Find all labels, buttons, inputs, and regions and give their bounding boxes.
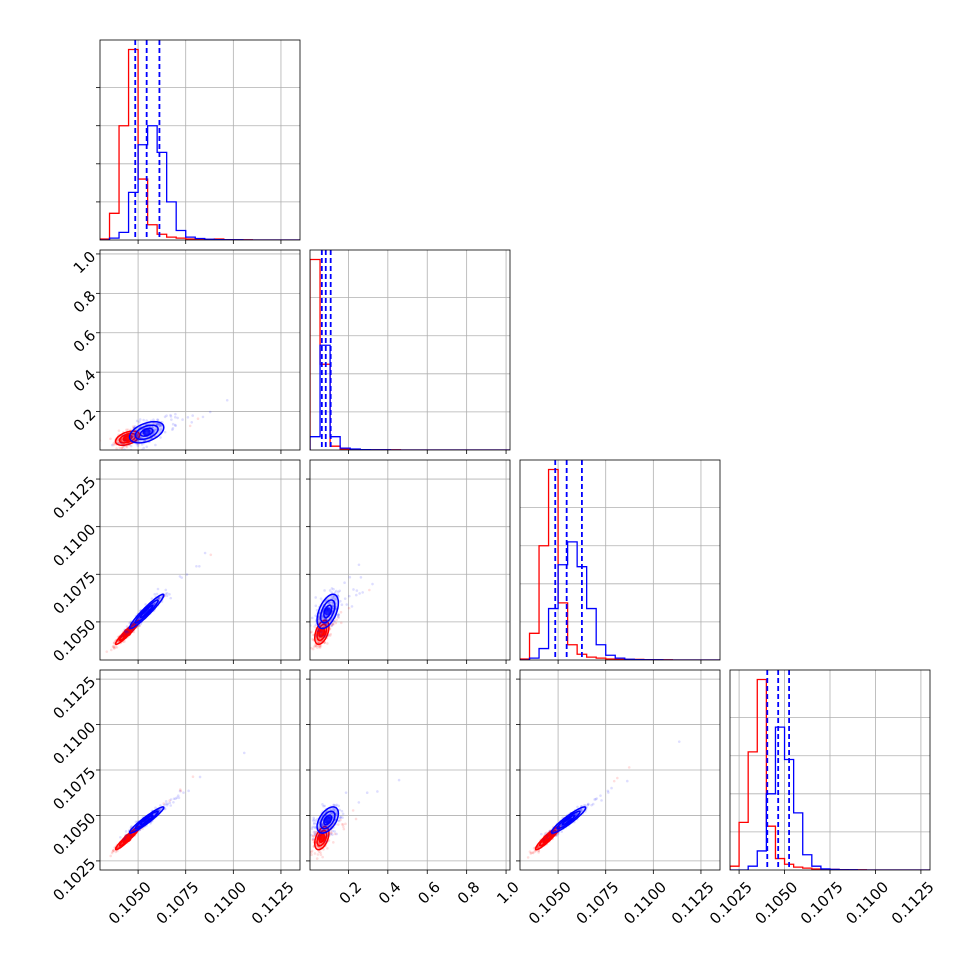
y-tick-label: 0.6	[70, 326, 100, 356]
y-tick-label: 0.4	[70, 366, 100, 396]
histogram-series-2	[310, 344, 510, 450]
y-tick-label: 0.1125	[50, 673, 100, 723]
grid-lines	[310, 460, 510, 660]
density-peak-series-1	[123, 628, 132, 637]
x-tick-label: 0.1075	[153, 878, 203, 928]
x-tick-label: 0.6	[414, 878, 444, 908]
y-tick-label: 0.1100	[50, 718, 100, 768]
x-tick-label: 0.1100	[842, 878, 892, 928]
y-tick-label: 0.1100	[50, 520, 100, 570]
contour-level-2-series-1	[316, 829, 328, 847]
y-tick-label: 0.1075	[50, 764, 100, 814]
density-peak-series-2	[142, 816, 151, 824]
grid-lines	[348, 250, 507, 450]
panel-frame	[309, 459, 511, 661]
x-tick-label: 0.1125	[888, 878, 938, 928]
histogram-panel-2	[309, 249, 511, 454]
y-tick-label: 0.1050	[50, 809, 100, 859]
density-peak-series-2	[142, 607, 151, 616]
histogram-series-2	[520, 541, 720, 660]
histogram-series-1	[310, 258, 510, 450]
x-tick-label: 0.8	[454, 878, 484, 908]
contour-level-2-series-2	[319, 810, 336, 830]
histogram-series-2	[730, 726, 930, 870]
scatter-panel-4-2: 0.2 0.4 0.6 0.8 1.0	[306, 669, 523, 908]
density-peak-series-2	[142, 428, 151, 437]
panel-frame	[99, 39, 301, 241]
contour-level-2-series-2	[134, 424, 159, 441]
contour-level-2-series-1	[316, 623, 328, 642]
density-peak-series-1	[317, 628, 326, 637]
grid-lines	[100, 250, 300, 450]
y-tick-label: 0.1075	[50, 568, 100, 618]
histogram-series-1	[520, 468, 720, 660]
scatter-points-series-2	[110, 398, 229, 450]
x-tick-label: 0.1075	[573, 878, 623, 928]
x-tick-label: 0.1125	[248, 878, 298, 928]
y-tick-label: 0.8	[70, 287, 100, 317]
contour-level-2-series-2	[319, 599, 336, 624]
density-peak-series-2	[323, 816, 332, 824]
density-peak-series-2	[564, 816, 573, 824]
contour-level-2-series-1	[118, 623, 137, 642]
x-tick-label: 1.0	[493, 878, 523, 908]
panel-frame	[309, 249, 511, 451]
x-tick-label: 0.1100	[620, 878, 670, 928]
y-tick-label: 0.1025	[50, 855, 100, 905]
x-tick-label: 0.1050	[105, 878, 155, 928]
x-tick-label: 0.2	[336, 878, 366, 908]
y-tick-label: 0.1050	[50, 616, 100, 666]
density-peak-series-1	[123, 834, 132, 843]
x-tick-label: 0.1050	[525, 878, 575, 928]
x-tick-label: 0.1100	[200, 878, 250, 928]
histogram-panel-1	[96, 39, 301, 244]
scatter-panel-3-2	[306, 459, 511, 664]
histogram-series-2	[100, 125, 300, 240]
grid-lines	[520, 670, 720, 870]
panel-frame	[99, 459, 301, 661]
contour-level-2-series-2	[134, 599, 159, 624]
grid-lines	[738, 670, 922, 870]
x-tick-label: 0.4	[375, 878, 405, 908]
histogram-series-1	[730, 678, 930, 870]
x-tick-label: 0.1050	[751, 878, 801, 928]
grid-lines	[557, 460, 702, 660]
y-tick-label: 1.0	[70, 248, 100, 278]
x-tick-label: 0.1075	[797, 878, 847, 928]
contour-level-2-series-2	[556, 810, 581, 830]
density-peak-series-1	[317, 834, 326, 843]
grid-lines	[100, 460, 300, 660]
density-peak-series-1	[543, 834, 552, 843]
x-tick-label: 0.1025	[706, 878, 756, 928]
grid-lines	[310, 670, 510, 870]
grid-lines	[100, 670, 300, 870]
histogram-series-1	[100, 48, 300, 240]
density-peak-series-2	[323, 607, 332, 616]
scatter-panel-4-1: 0.10500.10750.11000.11250.10250.10500.10…	[50, 669, 301, 928]
histogram-panel-3	[519, 459, 721, 664]
y-tick-label: 0.2	[70, 405, 100, 435]
panel-frame	[99, 249, 301, 451]
panel-frame	[519, 459, 721, 661]
y-tick-label: 0.1125	[50, 473, 100, 523]
scatter-panel-2-1: 0.2 0.4 0.6 0.8 1.0	[70, 248, 301, 454]
contour-level-2-series-2	[134, 810, 159, 830]
